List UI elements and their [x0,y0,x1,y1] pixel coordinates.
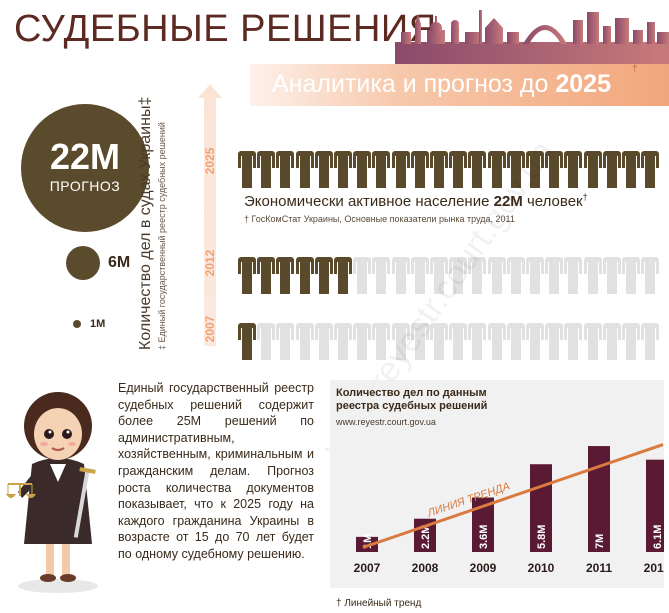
person-icon-filled [392,140,410,188]
person-icon-empty [372,246,390,294]
person-icon-empty [353,246,371,294]
description-paragraph: Единый государственный реестр судебных р… [118,380,314,563]
chart-footnote: † Линейный тренд [336,598,421,609]
person-icon-empty [353,312,371,360]
bubble-2012-label: 6M [108,254,130,272]
person-icon-filled [276,246,294,294]
bar-value-label: 3.6M [478,525,490,549]
person-icon-empty [584,312,602,360]
person-icon-filled [276,140,294,188]
person-icon-filled [296,140,314,188]
population-text: Экономически активное население [244,193,489,210]
person-icon-empty [564,246,582,294]
bar-value-label: 6.1M [652,525,664,549]
population-caption: Экономически активное население 22M чело… [244,192,588,210]
person-icon-filled [468,140,486,188]
person-icon-empty [507,312,525,360]
x-tick-label: 2007 [354,561,381,575]
person-icon-empty [603,312,621,360]
person-icon-empty [507,246,525,294]
bubble-2012 [66,246,100,280]
person-icon-empty [564,312,582,360]
person-icon-empty [526,246,544,294]
person-icon-filled [296,246,314,294]
year-label-2025: 2025 [203,141,217,181]
person-icon-empty [526,312,544,360]
bubble-2007 [73,320,81,328]
bar-value-label: 7M [594,534,606,549]
bar-value-label: 5.8M [536,525,548,549]
x-tick-label: 2010 [528,561,555,575]
subtitle-prefix: Аналитика и прогноз до [272,70,548,98]
person-icon-filled [315,246,333,294]
person-icon-empty [257,312,275,360]
chart-title-line1: Количество дел по данным [336,387,487,399]
population-mark: † [583,192,588,202]
person-icon-empty [392,246,410,294]
judge-illustration [6,372,110,596]
person-icon-filled [315,140,333,188]
person-icon-filled [603,140,621,188]
bubble-2007-label: 1M [90,318,105,330]
chart-title-line2: реестра судебных решений [336,400,487,412]
people-row-2025 [238,140,658,188]
x-tick-label: 2012 [644,561,664,575]
person-icon-empty [315,312,333,360]
person-icon-empty [296,312,314,360]
forecast-label: ПРОГНОЗ [21,178,149,194]
kyiv-skyline-illustration [395,2,669,64]
chart-title: Количество дел по данным реестра судебных… [336,387,487,412]
person-icon-filled [238,246,256,294]
person-icon-empty [334,312,352,360]
vertical-axis-title: Количество дел в судах Украины‡ ‡ Единый… [137,90,163,350]
population-unit: человек [527,193,583,210]
person-icon-empty [641,312,659,360]
subtitle-year: 2025 [555,70,611,98]
chart-subtitle: www.reyestr.court.gov.ua [335,417,436,427]
person-icon-empty [622,312,640,360]
person-icon-filled [372,140,390,188]
subtitle: Аналитика и прогноз до 2025 [272,70,611,99]
person-icon-filled [353,140,371,188]
bar-chart: Количество дел по данным реестра судебных… [330,380,664,610]
year-label-2012: 2012 [203,243,217,283]
person-icon-filled [641,140,659,188]
x-tick-label: 2009 [470,561,497,575]
person-icon-empty [603,246,621,294]
forecast-value: 22M [21,136,149,178]
person-icon-empty [584,246,602,294]
subtitle-footnote-mark: † [632,64,638,75]
axis-source-text: ‡ Единый государственный реестр судебных… [157,90,167,350]
person-icon-filled [257,140,275,188]
person-icon-empty [276,312,294,360]
x-tick-label: 2011 [586,561,612,575]
person-icon-filled [238,140,256,188]
person-icon-filled [334,246,352,294]
person-icon-filled [564,140,582,188]
person-icon-filled [622,140,640,188]
person-icon-filled [238,312,256,360]
year-label-2007: 2007 [203,309,217,349]
person-icon-filled [430,140,448,188]
person-icon-filled [411,140,429,188]
person-icon-filled [584,140,602,188]
person-icon-filled [334,140,352,188]
person-icon-empty [622,246,640,294]
forecast-bubble: 22M ПРОГНОЗ [21,104,149,232]
person-icon-filled [257,246,275,294]
timeline-arrow [198,84,222,346]
x-tick-label: 2008 [412,561,439,575]
person-icon-filled [449,140,467,188]
person-icon-empty [545,312,563,360]
person-icon-empty [545,246,563,294]
axis-title-text: Количество дел в судах Украины‡ [137,90,155,350]
person-icon-empty [641,246,659,294]
person-icon-empty [468,312,486,360]
page-title: СУДЕБНЫЕ РЕШЕНИЯ [14,8,437,51]
person-icon-empty [449,312,467,360]
person-icon-empty [488,312,506,360]
